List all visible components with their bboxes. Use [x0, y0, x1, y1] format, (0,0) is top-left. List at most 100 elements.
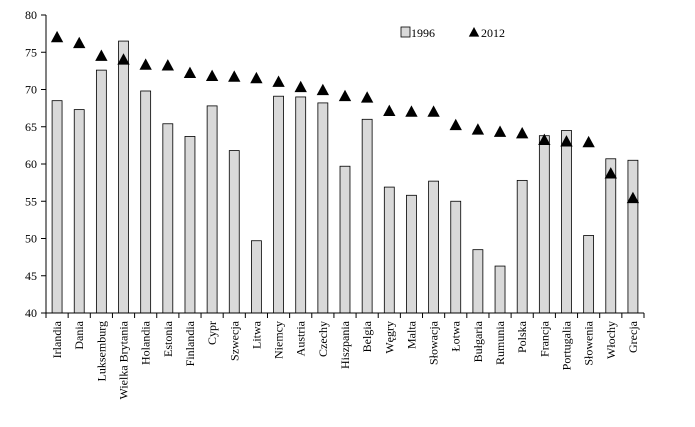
marker-2012: [228, 70, 241, 82]
x-axis: Irlandia Dania Luksemburg Wielka Brytania Ho…: [45, 312, 645, 400]
bar-1996: [406, 194, 417, 314]
markers-2012: [50, 30, 640, 204]
y-tick-label: 55: [25, 194, 37, 208]
marker-2012: [405, 105, 418, 117]
bar-1996: [428, 180, 439, 314]
bar-1996: [450, 200, 462, 314]
bar-1996: [494, 265, 506, 314]
y-tick-label: 50: [25, 232, 37, 246]
marker-2012: [250, 71, 263, 84]
y-axis: 40 45 50 55 60 65 70 75 80: [25, 8, 47, 320]
x-category-label: Portugalia: [559, 320, 573, 370]
marker-2012: [338, 89, 352, 102]
marker-2012: [582, 135, 595, 148]
x-category-label: Litwa: [249, 320, 263, 349]
bar-1996: [51, 100, 63, 314]
marker-2012: [360, 91, 374, 103]
legend-label-2012: 2012: [481, 26, 505, 40]
bar-1996: [583, 235, 595, 314]
bar-1996: [206, 105, 218, 314]
bar-1996: [118, 40, 129, 314]
x-category-label: Francja: [537, 320, 551, 357]
x-category-label: Polska: [515, 320, 529, 353]
marker-2012: [383, 104, 396, 116]
x-category-label: Wielka Brytania: [117, 320, 131, 399]
marker-2012: [493, 125, 507, 137]
bar-1996: [73, 109, 85, 314]
bar-1996: [627, 159, 639, 314]
marker-2012: [316, 83, 330, 96]
y-tick-label: 65: [25, 120, 37, 134]
bar-1996: [516, 179, 528, 314]
x-category-label: Estonia: [161, 320, 175, 357]
bar-1996: [361, 118, 373, 314]
marker-2012: [205, 69, 219, 81]
x-category-label: Belgia: [360, 320, 374, 352]
x-category-label: Czechy: [316, 321, 330, 357]
marker-2012: [626, 191, 640, 204]
x-category-label: Słowenia: [582, 320, 596, 365]
bar-1996: [339, 165, 351, 314]
x-category-label: Łotwa: [449, 320, 463, 351]
y-tick-label: 45: [25, 269, 37, 283]
x-category-label: Austria: [294, 320, 308, 356]
bar-1996: [184, 136, 196, 314]
y-tick-label: 75: [25, 45, 37, 59]
bar-1996: [273, 95, 284, 314]
bar-1996: [561, 130, 572, 314]
marker-2012: [560, 135, 573, 147]
marker-2012: [449, 118, 462, 131]
legend: 1996 2012: [400, 26, 505, 40]
bar-1996: [251, 240, 262, 314]
marker-2012: [471, 123, 485, 135]
x-category-label: Szwecja: [227, 320, 241, 361]
marker-2012: [95, 49, 108, 61]
x-category-label: Finlandia: [183, 320, 197, 366]
x-category-label: Niemcy: [272, 321, 286, 359]
bar-1996: [228, 150, 240, 314]
legend-marker-2012: [468, 27, 480, 37]
x-category-label: Grecja: [626, 320, 640, 353]
marker-2012: [73, 36, 86, 49]
y-tick-label: 60: [25, 157, 37, 171]
bar-1996: [317, 102, 329, 314]
marker-2012: [538, 133, 551, 146]
x-category-label: Włochy: [604, 321, 618, 359]
bar-1996: [140, 90, 152, 314]
x-category-label: Słowacja: [427, 320, 441, 365]
x-category-label: Hiszpania: [338, 320, 352, 369]
marker-2012: [50, 30, 64, 43]
x-category-label: Dania: [72, 320, 86, 349]
marker-2012: [604, 167, 617, 179]
marker-2012: [183, 66, 197, 78]
legend-swatch-1996: [400, 26, 411, 38]
marker-2012: [161, 59, 174, 71]
marker-2012: [272, 75, 285, 87]
marker-2012: [139, 58, 152, 70]
marker-2012: [516, 126, 529, 139]
bar-1996: [472, 249, 484, 314]
legend-label-1996: 1996: [411, 26, 435, 40]
x-category-label: Irlandia: [50, 320, 64, 358]
bar-1996: [538, 135, 550, 314]
marker-2012: [117, 53, 130, 65]
x-category-label: Luksemburg: [94, 321, 108, 381]
x-category-label: Malta: [404, 320, 418, 349]
y-tick-label: 80: [25, 8, 37, 22]
y-tick-label: 70: [25, 83, 37, 97]
bar-1996: [162, 123, 174, 314]
bar-1996: [605, 158, 617, 314]
x-category-label: Rumunia: [493, 320, 507, 365]
marker-2012: [427, 105, 440, 117]
y-tick-label: 40: [25, 306, 37, 320]
x-category-label: Cypr: [205, 321, 219, 345]
bar-1996: [383, 186, 395, 314]
bars-1996: [51, 40, 639, 314]
x-category-label: Bułgaria: [471, 320, 485, 362]
bar-1996: [95, 69, 107, 314]
x-category-label: Holandia: [139, 320, 153, 365]
bar-1996: [295, 96, 307, 314]
marker-2012: [294, 80, 307, 93]
x-category-label: Węgry: [382, 321, 396, 354]
